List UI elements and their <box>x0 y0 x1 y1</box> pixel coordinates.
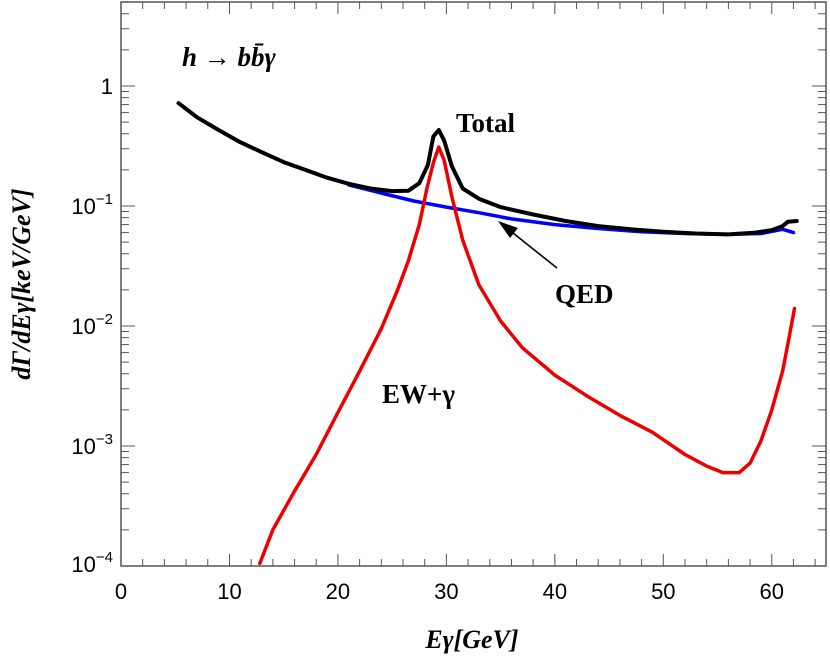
total-label: Total <box>456 108 516 138</box>
y-axis-title: dΓ/dEγ[keV/GeV] <box>7 188 36 379</box>
y-tick-label: 10−2 <box>71 311 113 339</box>
qed-arrow-head <box>498 221 518 238</box>
qed-arrow-line <box>512 232 558 269</box>
tick-labels: 0 10 20 30 40 50 60 10−4 10−3 10−2 10−1 1 <box>71 74 784 604</box>
x-tick-label: 60 <box>760 579 784 604</box>
x-tick-label: 50 <box>651 579 675 604</box>
y-tick-label: 10−1 <box>71 191 113 219</box>
series-ew-line <box>258 145 797 566</box>
x-tick-label: 20 <box>326 579 350 604</box>
series-total-line <box>176 101 799 237</box>
y-tick-label: 1 <box>101 74 113 99</box>
series-layer <box>176 101 799 566</box>
x-tick-label: 40 <box>543 579 567 604</box>
axis-ticks <box>121 1 826 566</box>
x-tick-label: 10 <box>217 579 241 604</box>
y-tick-label: 10−4 <box>71 549 113 577</box>
ew-label: EW+γ <box>382 379 455 409</box>
x-tick-label: 0 <box>115 579 127 604</box>
y-tick-label: 10−3 <box>71 431 113 459</box>
plot-frame <box>120 1 827 567</box>
x-tick-label: 30 <box>434 579 458 604</box>
qed-label: QED <box>555 279 614 309</box>
process-label: h → bb̄γ <box>182 42 277 72</box>
x-axis-title: Eγ[GeV] <box>424 625 518 654</box>
